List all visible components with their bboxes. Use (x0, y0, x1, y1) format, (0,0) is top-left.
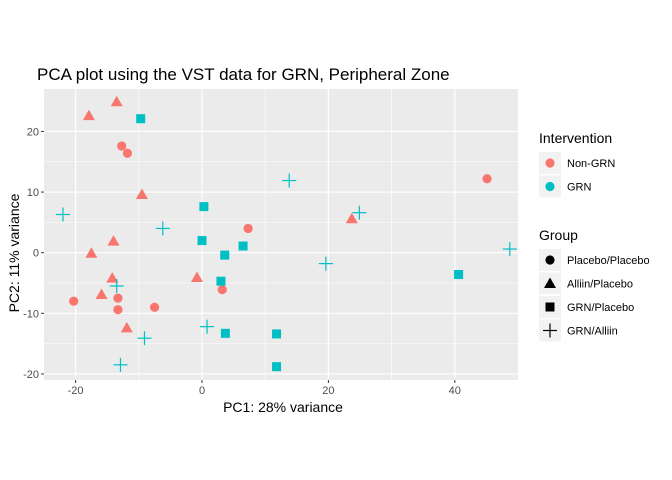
legend-group: Group Placebo/Placebo Alliin/Placebo GRN/Pl… (539, 227, 650, 342)
x-axis-title: PC1: 28% variance (223, 399, 343, 415)
y-tick-label: 10 (27, 187, 39, 199)
legends: Intervention Non-GRN GRN Group Placebo/Place… (539, 130, 650, 342)
data-point (238, 241, 248, 251)
legend-title: Group (539, 227, 578, 243)
data-point (110, 95, 123, 107)
x-tick-label: -20 (68, 385, 84, 397)
data-point (197, 236, 207, 246)
data-point (85, 247, 98, 258)
x-tick-label: 0 (199, 385, 205, 397)
y-tick-label: 20 (27, 126, 39, 138)
chart-title: PCA plot using the VST data for GRN, Per… (37, 65, 450, 84)
legend-key-triangle (544, 277, 556, 288)
data-point (106, 272, 119, 283)
data-point (272, 329, 282, 339)
data-point (272, 362, 282, 372)
legend-intervention: Intervention Non-GRN GRN (539, 130, 615, 198)
data-point (122, 148, 133, 158)
axis-ticks: -20 0 20 40 -20 -10 0 10 20 (23, 126, 461, 397)
x-tick-label: 40 (449, 385, 461, 397)
data-point (216, 276, 226, 286)
legend-label: Placebo/Placebo (567, 255, 650, 267)
data-point (199, 202, 209, 212)
data-point (220, 328, 230, 338)
legend-label: GRN/Alliin (567, 326, 618, 338)
legend-key-circle (545, 181, 555, 192)
y-axis-title: PC2: 11% variance (6, 193, 22, 312)
data-point (200, 319, 215, 334)
legend-label: Non-GRN (567, 158, 615, 170)
data-point (345, 212, 358, 224)
data-point (113, 305, 123, 315)
legend-label: GRN/Placebo (567, 302, 634, 314)
data-point (113, 357, 128, 372)
data-points (55, 95, 517, 372)
data-point (217, 285, 227, 295)
legend-label: GRN (567, 182, 592, 194)
data-point (318, 256, 333, 271)
y-tick-label: -10 (23, 308, 39, 320)
legend-key-circle (545, 158, 555, 168)
legend-label: Alliin/Placebo (567, 279, 633, 291)
data-point (95, 288, 108, 300)
data-point (117, 141, 127, 151)
data-point (150, 302, 160, 312)
legend-key-plus (543, 323, 557, 338)
legend-title: Intervention (539, 130, 612, 146)
data-point (502, 242, 517, 257)
grid-lines (44, 89, 518, 380)
data-point (243, 223, 253, 234)
data-point (107, 235, 120, 246)
data-point (482, 174, 492, 184)
data-point (113, 293, 123, 303)
x-tick-label: 20 (322, 385, 334, 397)
data-point (55, 207, 70, 222)
data-point (120, 321, 133, 333)
data-point (282, 173, 297, 188)
y-tick-label: -20 (23, 369, 39, 381)
legend-key-square (545, 302, 555, 312)
data-point (135, 188, 148, 199)
data-point (220, 250, 230, 260)
y-tick-label: 0 (33, 248, 39, 260)
data-point (69, 296, 79, 306)
data-point (454, 270, 464, 280)
data-point (352, 205, 367, 220)
data-point (82, 109, 95, 121)
data-point (155, 221, 170, 236)
data-point (109, 279, 124, 294)
legend-key-circle (545, 255, 555, 265)
data-point (190, 271, 203, 283)
data-point (137, 331, 152, 346)
data-point (136, 114, 146, 124)
